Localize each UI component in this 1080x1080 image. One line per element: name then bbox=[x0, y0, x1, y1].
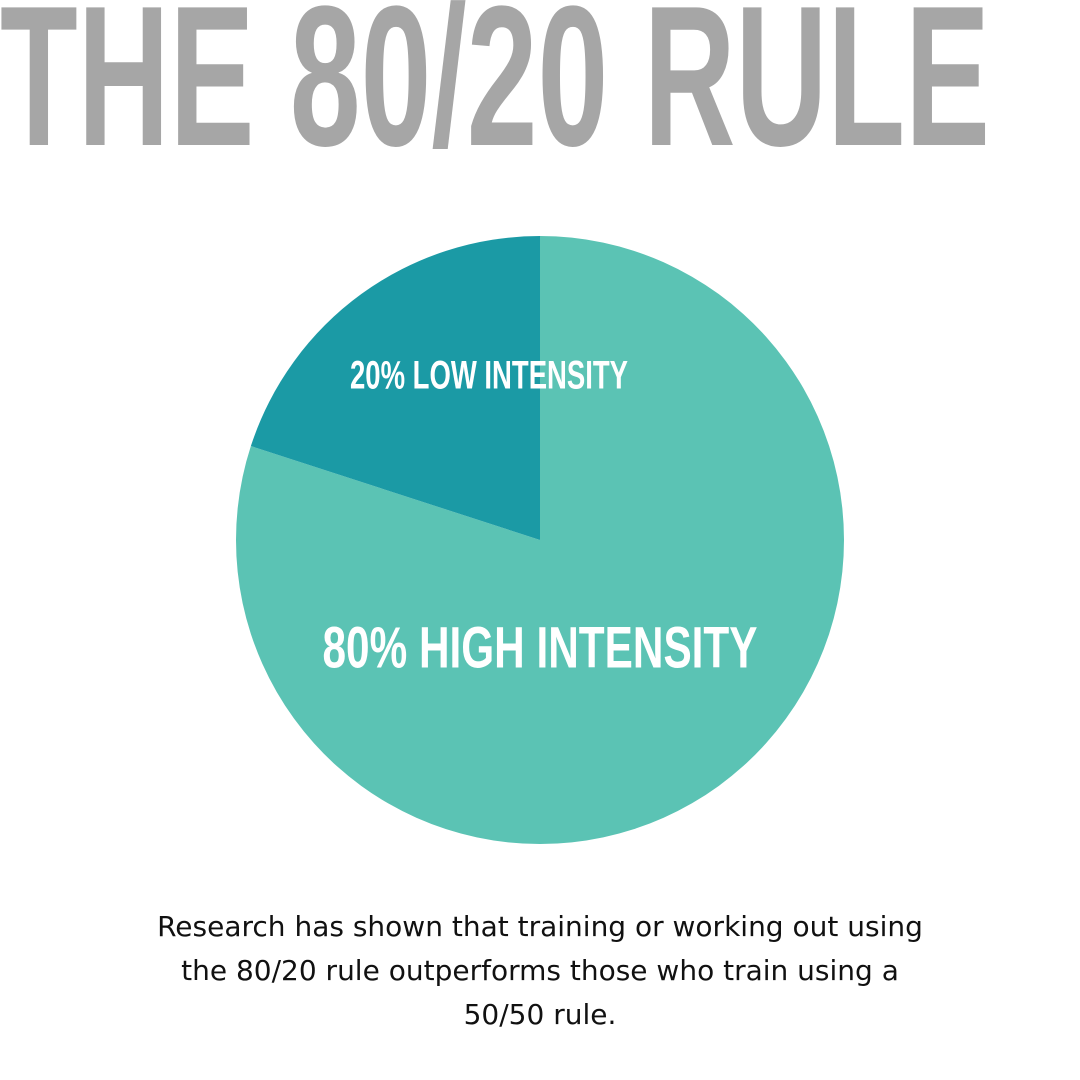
slice-label: 20% LOW INTENSITY bbox=[350, 354, 628, 398]
pie-slice bbox=[250, 236, 540, 540]
caption: Research has shown that training or work… bbox=[157, 910, 923, 1031]
slice-label: 80% HIGH INTENSITY bbox=[323, 615, 758, 680]
chart-title: THE 80/20 RULE bbox=[0, 0, 990, 188]
